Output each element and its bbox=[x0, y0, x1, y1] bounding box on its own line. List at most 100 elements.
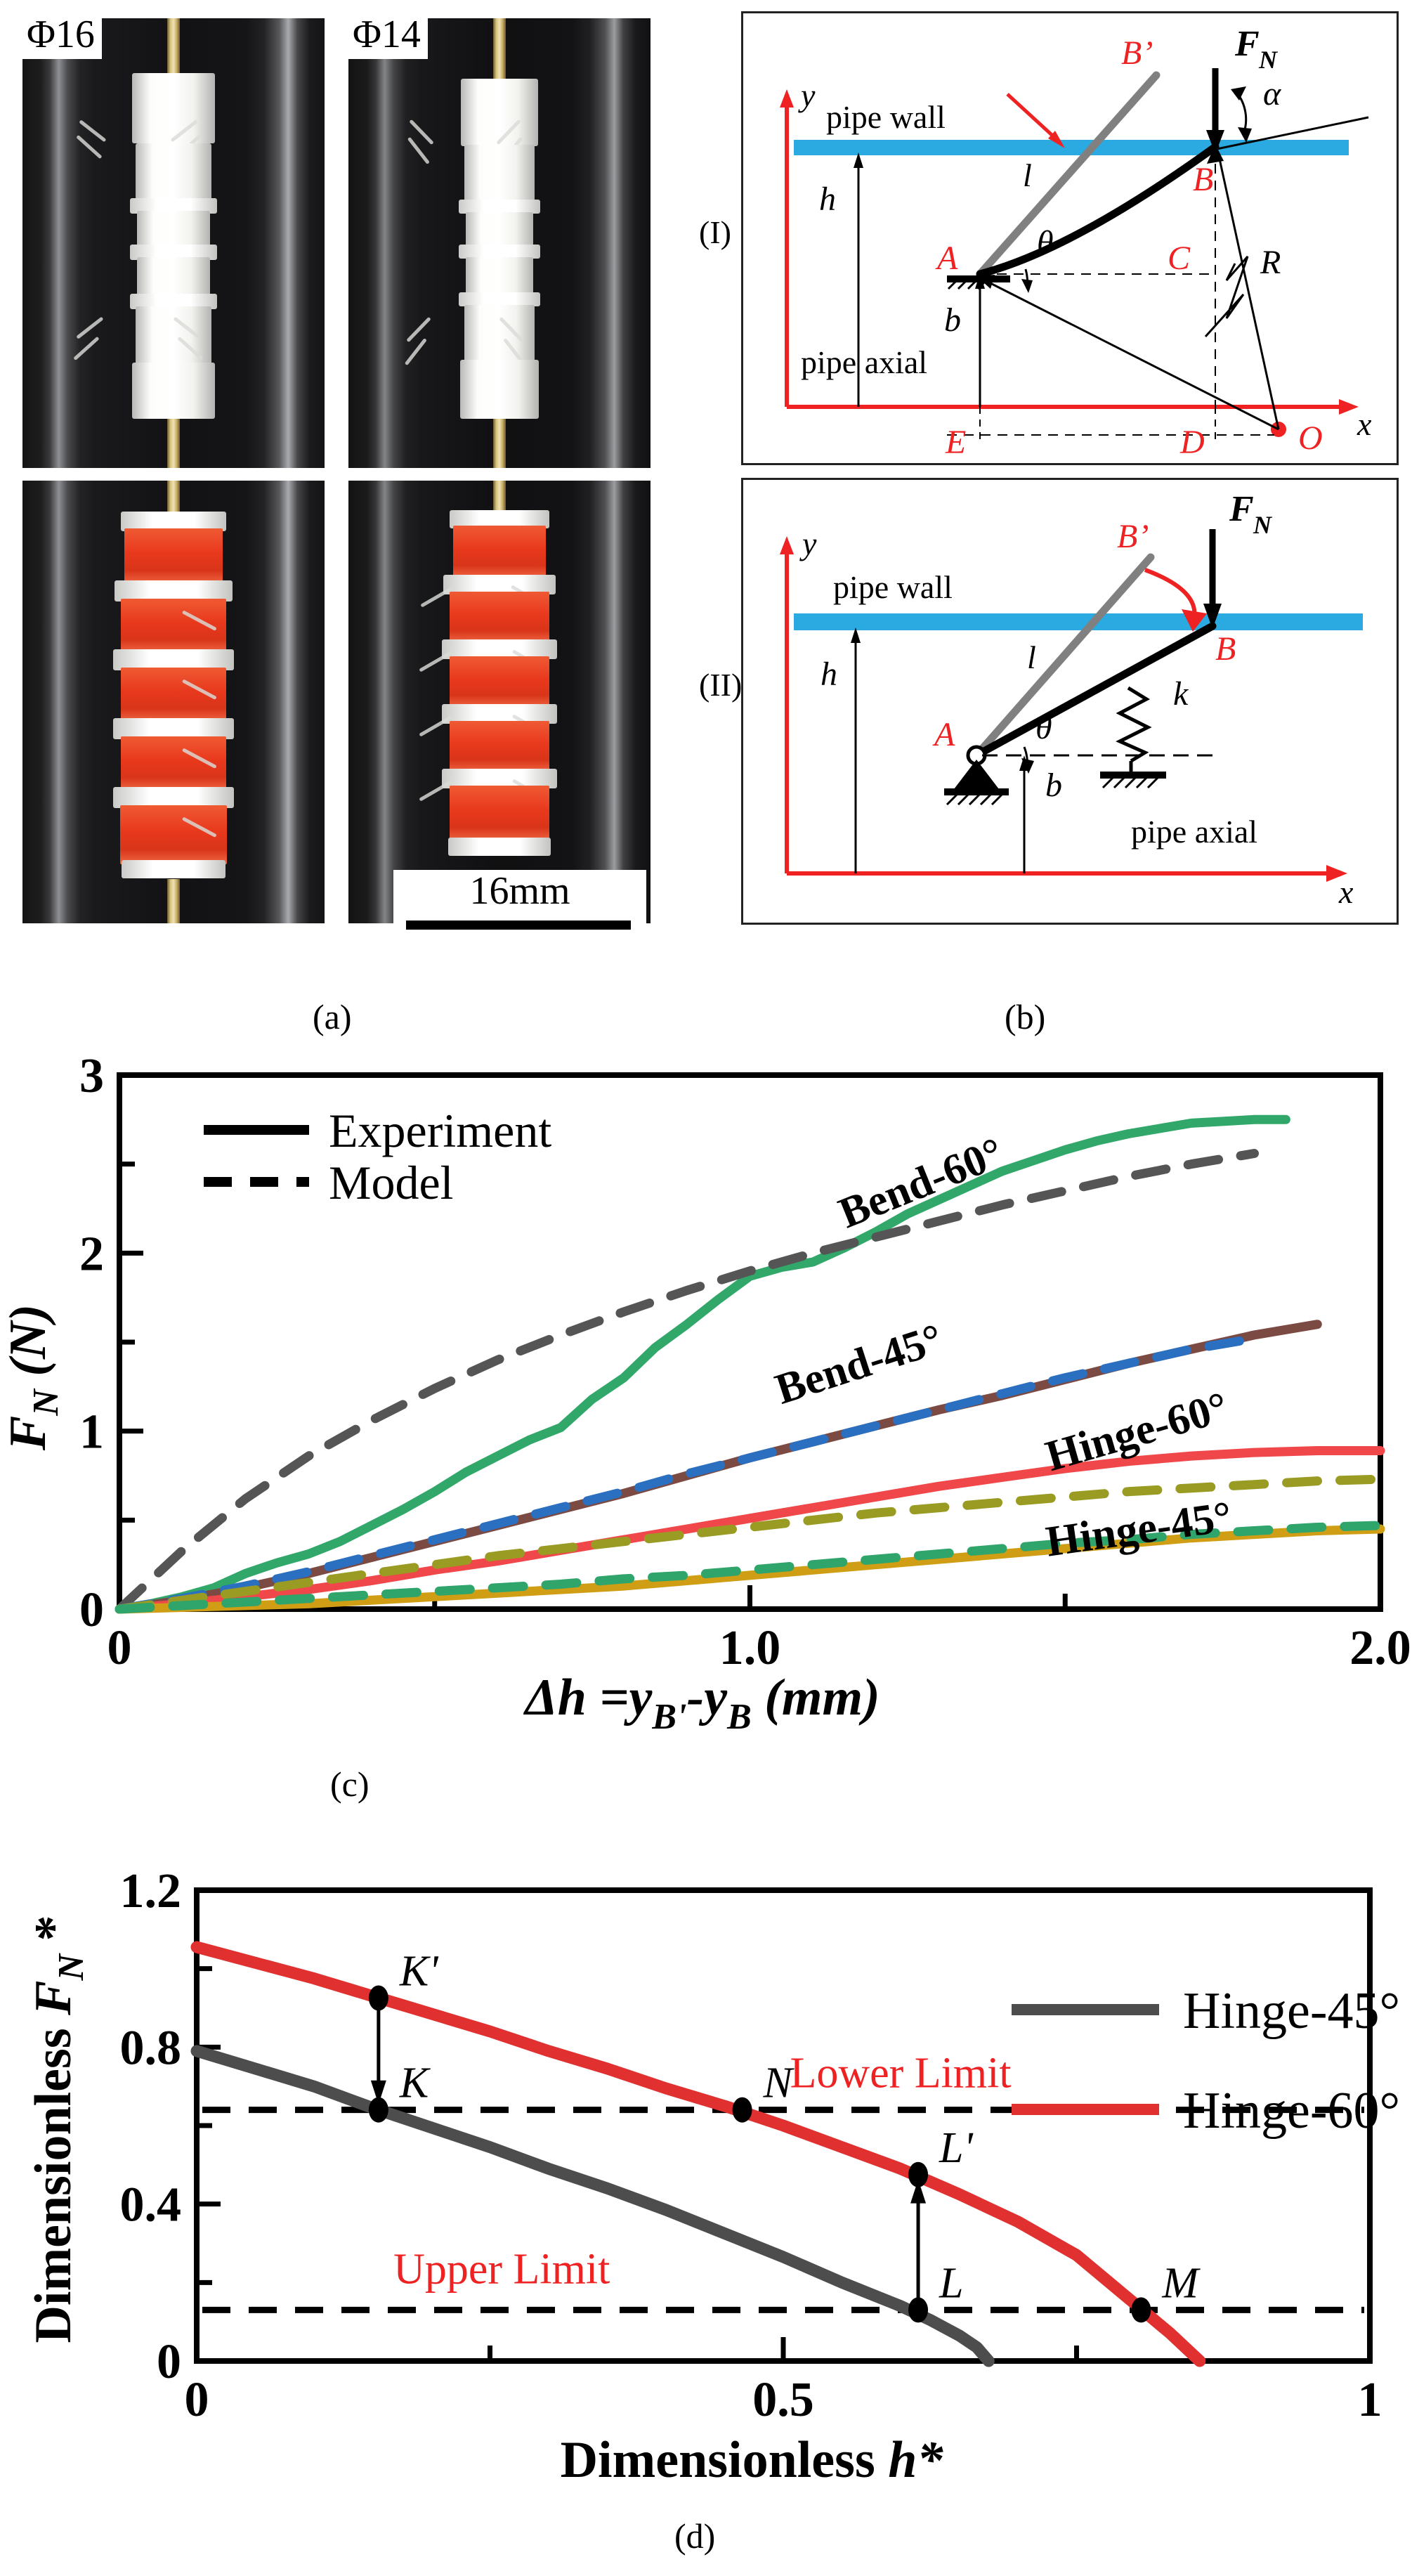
radius-line-OB bbox=[1217, 152, 1280, 430]
scale-bar-label: 16mm bbox=[469, 869, 570, 913]
point-label-B: B bbox=[1193, 161, 1213, 198]
anchor-ring bbox=[122, 860, 225, 878]
anchor-segment bbox=[450, 721, 549, 773]
y-title-F: F bbox=[25, 1981, 82, 2016]
label-phi16: Φ16 bbox=[22, 13, 102, 59]
panel-a-photographs: Φ16 Φ14 bbox=[6, 6, 694, 1003]
x-axis-title: Δh =yB'-yB (mm) bbox=[523, 1669, 880, 1737]
anchor-segment bbox=[450, 656, 549, 708]
brass-rod-top bbox=[493, 481, 506, 516]
anchor-ring bbox=[450, 510, 549, 528]
anchor-ring bbox=[130, 245, 217, 260]
y-title-unit: (N) bbox=[0, 1304, 57, 1389]
y-title-sub-N: N bbox=[51, 1953, 91, 1982]
force-FN-arrowhead bbox=[1203, 604, 1222, 629]
x-axis-title: Dimensionless h* bbox=[561, 2431, 944, 2489]
annotation-arrowhead bbox=[370, 2080, 386, 2105]
theta-arrow bbox=[1021, 758, 1034, 774]
diagram-I-svg: y x pipe wall h b pipe axial B’ bbox=[780, 24, 1372, 459]
y-title-sub-N: N bbox=[26, 1388, 66, 1417]
data-point-label: L' bbox=[939, 2124, 974, 2172]
alpha-arrow-bottom bbox=[1238, 127, 1252, 143]
legend-label-2: Hinge-60° bbox=[1183, 2082, 1400, 2140]
dim-label-h: h bbox=[819, 181, 836, 218]
anchor-body bbox=[132, 73, 215, 143]
point-label-C: C bbox=[1168, 240, 1191, 277]
axis-label-y: y bbox=[799, 526, 817, 561]
x-axis-arrow bbox=[1339, 399, 1359, 415]
anchor-ring bbox=[443, 575, 556, 594]
x-title-lead: Δh = bbox=[523, 1669, 629, 1726]
radius-OA-arrowhead bbox=[976, 275, 995, 289]
diagram-II-svg: y x pipe wall h b pipe axial B’ l B bbox=[780, 489, 1363, 910]
theta-arrow bbox=[1021, 279, 1033, 293]
x-title-symbol: h* bbox=[888, 2431, 943, 2489]
data-point-marker bbox=[368, 2097, 388, 2123]
anchor-ring bbox=[442, 704, 557, 724]
limit-line-label: Lower Limit bbox=[790, 2050, 1011, 2097]
dim-label-h: h bbox=[821, 656, 837, 693]
deformed-beam-AB bbox=[976, 143, 1220, 278]
anchor-segment bbox=[453, 526, 546, 579]
pipe-wall-pointer bbox=[1006, 93, 1059, 142]
brass-rod-top bbox=[167, 481, 180, 516]
point-label-A: A bbox=[935, 240, 958, 277]
axis-label-x: x bbox=[1338, 874, 1354, 910]
data-point-label: N bbox=[763, 2060, 795, 2107]
pipe-axial-label: pipe axial bbox=[1131, 814, 1257, 850]
alpha-arrow-top bbox=[1231, 86, 1246, 100]
anchor-segment bbox=[120, 805, 227, 864]
anchor-ring bbox=[442, 769, 557, 788]
series-line bbox=[115, 1474, 1385, 1614]
point-label-B: B bbox=[1215, 630, 1236, 668]
legend-label-1: Hinge-45° bbox=[1183, 1982, 1400, 2040]
diagram-II-hinge: y x pipe wall h b pipe axial B’ l B bbox=[741, 478, 1399, 925]
y-tick-label: 3 bbox=[79, 1049, 104, 1103]
curve-annotation: Bend-60° bbox=[832, 1128, 1010, 1237]
y-axis-arrow bbox=[780, 536, 794, 554]
data-point-marker bbox=[1131, 2297, 1151, 2323]
pipe-wall-bar bbox=[794, 613, 1363, 630]
svg-text:FN (N): FN (N) bbox=[0, 1304, 66, 1451]
chart-c-svg: 0 1.0 2.0 0 1 2 3 Bend-60° Bend-45° Hinge-60° Hing… bbox=[0, 1049, 1411, 1737]
force-label-F: F bbox=[1234, 24, 1260, 64]
radius-line-OA bbox=[984, 279, 1279, 431]
y-axis-arrow bbox=[780, 89, 794, 108]
force-label-subscript-N: N bbox=[1258, 46, 1279, 74]
series-line bbox=[115, 1524, 1385, 1614]
diagram-I-bend: y x pipe wall h b pipe axial B’ bbox=[741, 11, 1399, 465]
anchor-ring bbox=[121, 512, 226, 531]
pipe-axial-label: pipe axial bbox=[801, 344, 927, 380]
undeformed-segment-AB-prime bbox=[976, 71, 1161, 278]
photo-phi16-expanded bbox=[22, 481, 325, 923]
x-tick-label: 0.5 bbox=[752, 2373, 814, 2427]
series-line bbox=[115, 1334, 1259, 1614]
anchor-body bbox=[461, 79, 538, 146]
force-FN-arrowhead bbox=[1206, 130, 1224, 154]
legend-label-2: Model bbox=[329, 1156, 454, 1209]
support-hatching bbox=[946, 793, 1003, 806]
curve-annotation: Hinge-60° bbox=[1040, 1383, 1233, 1481]
data-point-marker bbox=[908, 2161, 929, 2187]
anchor-segment bbox=[124, 528, 223, 585]
data-point-marker bbox=[732, 2097, 752, 2123]
anchor-ring bbox=[113, 649, 234, 670]
axis-label-x: x bbox=[1357, 406, 1372, 442]
legend-label-1: Experiment bbox=[329, 1104, 551, 1157]
rotation-arc-arrowhead bbox=[1182, 609, 1207, 632]
anchor-body bbox=[460, 360, 539, 419]
anchor-ring bbox=[130, 198, 217, 214]
series-line bbox=[115, 1149, 1259, 1614]
y-title-F: F bbox=[0, 1416, 57, 1451]
point-label-A: A bbox=[932, 716, 955, 753]
photo-phi14-expanded bbox=[348, 481, 651, 923]
limit-line-label: Upper Limit bbox=[393, 2245, 610, 2293]
x-title-lead: Dimensionless bbox=[561, 2431, 889, 2489]
dim-label-l: l bbox=[1023, 157, 1032, 193]
data-point-label: K' bbox=[399, 1948, 439, 1996]
anchor-ring bbox=[459, 292, 540, 306]
y-tick-label: 0 bbox=[157, 2335, 181, 2389]
brass-rod-bottom bbox=[167, 405, 180, 468]
y-tick-label: 0.8 bbox=[120, 2021, 182, 2075]
series-line bbox=[115, 1446, 1385, 1614]
